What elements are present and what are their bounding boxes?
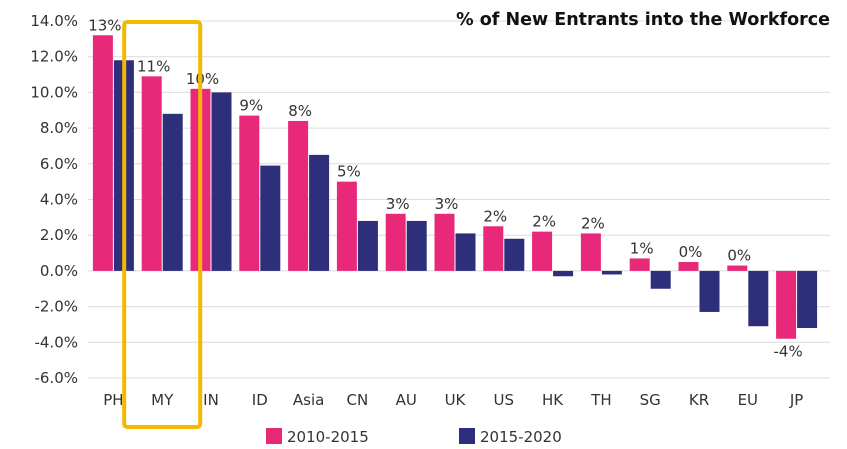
data-label-kr: 0%: [679, 243, 703, 261]
bar-us-2010-2015: [483, 226, 504, 271]
legend-swatch-2015-2020: [459, 428, 475, 444]
legend-label-2015-2020: 2015-2020: [480, 428, 562, 446]
bar-asia-2015-2020: [309, 154, 330, 271]
bar-id-2010-2015: [239, 115, 260, 271]
bar-au-2015-2020: [406, 220, 427, 271]
bar-cn-2015-2020: [357, 220, 378, 271]
data-label-uk: 3%: [435, 195, 459, 213]
x-tick-au: AU: [396, 391, 417, 409]
y-tick-label: 4.0%: [40, 191, 78, 209]
data-label-au: 3%: [386, 195, 410, 213]
bar-in-2015-2020: [211, 92, 232, 271]
x-tick-us: US: [494, 391, 515, 409]
y-tick-label: 14.0%: [30, 12, 78, 30]
legend-label-2010-2015: 2010-2015: [287, 428, 369, 446]
x-tick-ph: PH: [103, 391, 123, 409]
data-label-th: 2%: [581, 214, 605, 232]
x-tick-th: TH: [590, 391, 611, 409]
highlight-box: [122, 20, 203, 429]
x-tick-eu: EU: [738, 391, 758, 409]
x-tick-my: MY: [151, 391, 174, 409]
data-label-sg: 1%: [630, 239, 654, 257]
x-tick-in: IN: [203, 391, 219, 409]
y-axis: 14.0% 12.0% 10.0% 8.0% 6.0% 4.0% 2.0% 0.0% -2.0%…: [30, 12, 78, 387]
y-tick-label: -6.0%: [34, 369, 78, 387]
data-label-asia: 8%: [288, 102, 312, 120]
data-label-ph: 13%: [88, 16, 121, 34]
legend-swatch-2010-2015: [266, 428, 282, 444]
bar-cn-2010-2015: [336, 181, 357, 271]
x-tick-kr: KR: [689, 391, 709, 409]
bar-us-2015-2020: [504, 238, 525, 271]
bar-asia-2010-2015: [288, 120, 309, 271]
bar-eu-2010-2015: [727, 265, 748, 271]
bar-sg-2010-2015: [629, 258, 650, 271]
x-tick-jp: JP: [789, 391, 803, 409]
y-tick-label: 10.0%: [30, 83, 78, 101]
bar-th-2010-2015: [580, 233, 601, 271]
bar-th-2015-2020: [601, 270, 622, 275]
y-tick-label: -4.0%: [34, 333, 78, 351]
x-tick-id: ID: [252, 391, 268, 409]
x-tick-asia: Asia: [293, 391, 324, 409]
data-label-jp: -4%: [773, 343, 802, 361]
y-tick-label: 6.0%: [40, 155, 78, 173]
x-tick-uk: UK: [445, 391, 467, 409]
data-labels: 13% 11% 10% 9% 8% 5% 3% 3% 2% 2% 2% 1% 0% 0% -4%: [88, 16, 802, 360]
data-label-id: 9%: [239, 97, 263, 115]
data-label-my: 11%: [137, 57, 170, 75]
data-label-us: 2%: [483, 207, 507, 225]
bar-kr-2015-2020: [699, 270, 720, 312]
y-tick-label: 2.0%: [40, 226, 78, 244]
bar-uk-2010-2015: [434, 213, 455, 271]
x-tick-hk: HK: [542, 391, 564, 409]
data-label-eu: 0%: [727, 247, 751, 265]
x-axis: PH MY IN ID Asia CN AU UK US HK TH SG KR EU JP: [103, 391, 803, 409]
y-tick-label: 0.0%: [40, 262, 78, 280]
bar-ph-2010-2015: [92, 35, 113, 271]
bar-hk-2015-2020: [553, 270, 574, 277]
chart-title: % of New Entrants into the Workforce: [456, 10, 830, 30]
y-tick-label: 8.0%: [40, 119, 78, 137]
bar-my-2010-2015: [141, 76, 162, 271]
bar-my-2015-2020: [162, 113, 183, 271]
bar-eu-2015-2020: [748, 270, 769, 327]
data-label-cn: 5%: [337, 163, 361, 181]
bar-uk-2015-2020: [455, 233, 476, 271]
bar-jp-2010-2015: [776, 270, 797, 339]
bar-jp-2015-2020: [797, 270, 818, 329]
x-tick-cn: CN: [347, 391, 369, 409]
y-tick-label: -2.0%: [34, 298, 78, 316]
legend: 2010-2015 2015-2020: [266, 428, 562, 446]
x-tick-sg: SG: [640, 391, 661, 409]
bar-id-2015-2020: [260, 165, 281, 271]
data-label-hk: 2%: [532, 213, 556, 231]
bar-sg-2015-2020: [650, 270, 671, 289]
data-label-in: 10%: [186, 70, 219, 88]
bar-kr-2010-2015: [678, 261, 699, 271]
bar-hk-2010-2015: [532, 231, 553, 271]
bars: [92, 35, 818, 339]
y-tick-label: 12.0%: [30, 48, 78, 66]
bar-au-2010-2015: [385, 213, 406, 271]
